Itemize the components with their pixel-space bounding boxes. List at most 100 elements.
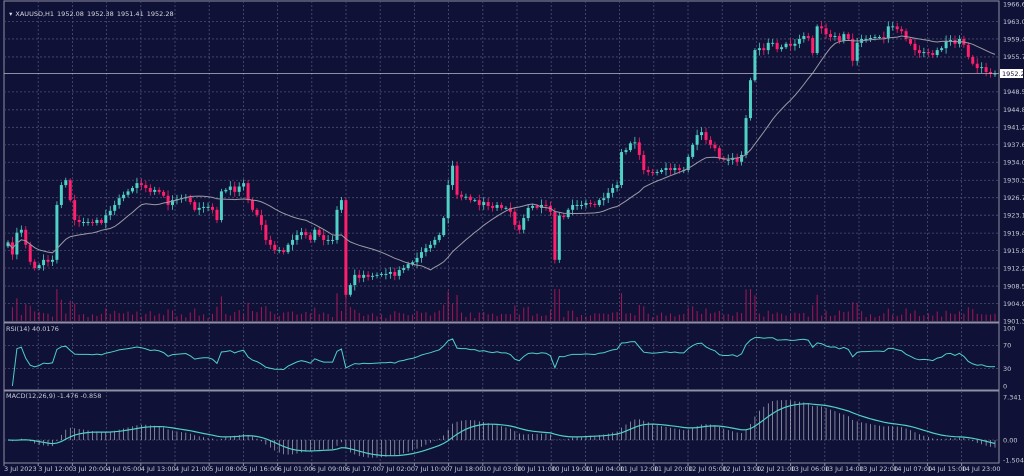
candle-bull [557, 215, 561, 260]
candle-bear [704, 132, 708, 140]
macd-tick-label: -1.504 [1003, 456, 1024, 464]
time-tick-label: 6 Jul 09:00 [312, 465, 347, 473]
candle-bull [877, 37, 881, 39]
candle-bull [219, 191, 223, 221]
candle-bear [251, 200, 255, 210]
candle-bear [846, 34, 850, 39]
price-tick-label: 1937.60 [1003, 141, 1024, 149]
candle-bull [339, 200, 343, 210]
candle-bull [331, 239, 335, 241]
symbol-label: XAUUSD,H1 [15, 10, 55, 18]
low-value: 1951.41 [116, 10, 144, 18]
candle-bear [788, 43, 792, 46]
candle-bull [59, 185, 63, 205]
time-tick-label: 10 Jul 19:00 [551, 465, 590, 473]
candle-bull [379, 273, 383, 275]
candle-bull [206, 206, 210, 208]
time-tick-label: 3 Jul 20:00 [72, 465, 107, 473]
candle-bear [762, 48, 766, 51]
candle-bull [922, 52, 926, 54]
candle-bull [464, 196, 468, 198]
candle-bull [628, 143, 632, 151]
candle-bull [326, 239, 330, 241]
candle-bear [544, 204, 548, 206]
candle-bear [90, 221, 94, 223]
candle-bear [468, 196, 472, 201]
candle-bull [793, 43, 797, 46]
price-tick-label: 1934.00 [1003, 159, 1024, 167]
candle-bull [451, 165, 455, 186]
time-tick-label: 14 Jul 23:00 [962, 465, 1001, 473]
candle-bear [975, 63, 979, 69]
candle-bull [135, 183, 139, 188]
candle-bull [362, 274, 366, 278]
candle-bull [299, 232, 303, 236]
candle-bull [237, 186, 241, 192]
candle-bear [77, 220, 81, 222]
candle-bull [740, 154, 744, 162]
candle-bear [642, 154, 646, 171]
candle-bull [286, 244, 290, 253]
candle-bull [540, 204, 544, 208]
candle-bull [673, 168, 677, 171]
triangle-down-icon[interactable]: ▾ [9, 10, 13, 18]
candle-bull [428, 244, 432, 249]
candle-bull [886, 26, 890, 38]
candle-bull [335, 209, 339, 240]
candle-bear [344, 200, 348, 295]
candle-bull [771, 42, 775, 44]
candle-bull [504, 207, 508, 209]
candle-bear [508, 207, 512, 212]
candle-bull [873, 37, 877, 39]
candle-bull [402, 268, 406, 271]
candle-bull [37, 265, 41, 269]
time-tick-label: 10 Jul 11:00 [517, 465, 556, 473]
candle-bear [562, 215, 566, 218]
price-tick-label: 1923.10 [1003, 211, 1024, 219]
candle-bear [68, 180, 72, 201]
candle-bear [513, 211, 517, 225]
candle-bear [851, 38, 855, 61]
time-tick-label: 12 Jul 13:00 [722, 465, 761, 473]
time-tick-label: 12 Jul 05:00 [688, 465, 727, 473]
candle-bull [726, 159, 730, 161]
candle-bull [940, 48, 944, 51]
candle-bear [99, 220, 103, 223]
candle-bear [477, 200, 481, 205]
candle-bull [664, 168, 668, 171]
candle-bear [517, 224, 521, 230]
candle-bull [864, 38, 868, 40]
time-tick-label: 13 Jul 06:00 [791, 465, 830, 473]
candle-bull [397, 270, 401, 276]
time-tick-label: 6 Jul 01:00 [278, 465, 313, 473]
candle-bear [500, 204, 503, 208]
candle-bull [695, 135, 699, 145]
candle-bear [882, 37, 886, 39]
candle-bear [895, 26, 899, 30]
candle-bull [353, 274, 357, 286]
candle-bear [491, 205, 495, 208]
candle-bear [282, 250, 286, 253]
price-tick-label: 1966.60 [1003, 0, 1024, 8]
rsi-level-label: 100 [1003, 324, 1015, 332]
candle-bull [82, 221, 86, 223]
candle-bear [829, 34, 832, 38]
price-tick-label: 1941.20 [1003, 124, 1024, 132]
candle-bear [717, 148, 721, 158]
candle-bull [117, 198, 121, 205]
candle-bear [926, 52, 930, 54]
candle-bear [273, 244, 277, 251]
candle-bear [139, 183, 143, 186]
candle-bull [780, 47, 784, 50]
candle-bull [19, 229, 23, 233]
candle-bull [891, 26, 895, 28]
candle-bull [95, 220, 99, 223]
time-tick-label: 6 Jul 17:00 [346, 465, 381, 473]
candle-bear [824, 28, 828, 35]
candle-bull [171, 200, 174, 205]
candle-bull [295, 235, 299, 240]
time-tick-label: 14 Jul 07:00 [893, 465, 932, 473]
candle-bull [624, 150, 628, 153]
candle-bull [228, 186, 232, 190]
